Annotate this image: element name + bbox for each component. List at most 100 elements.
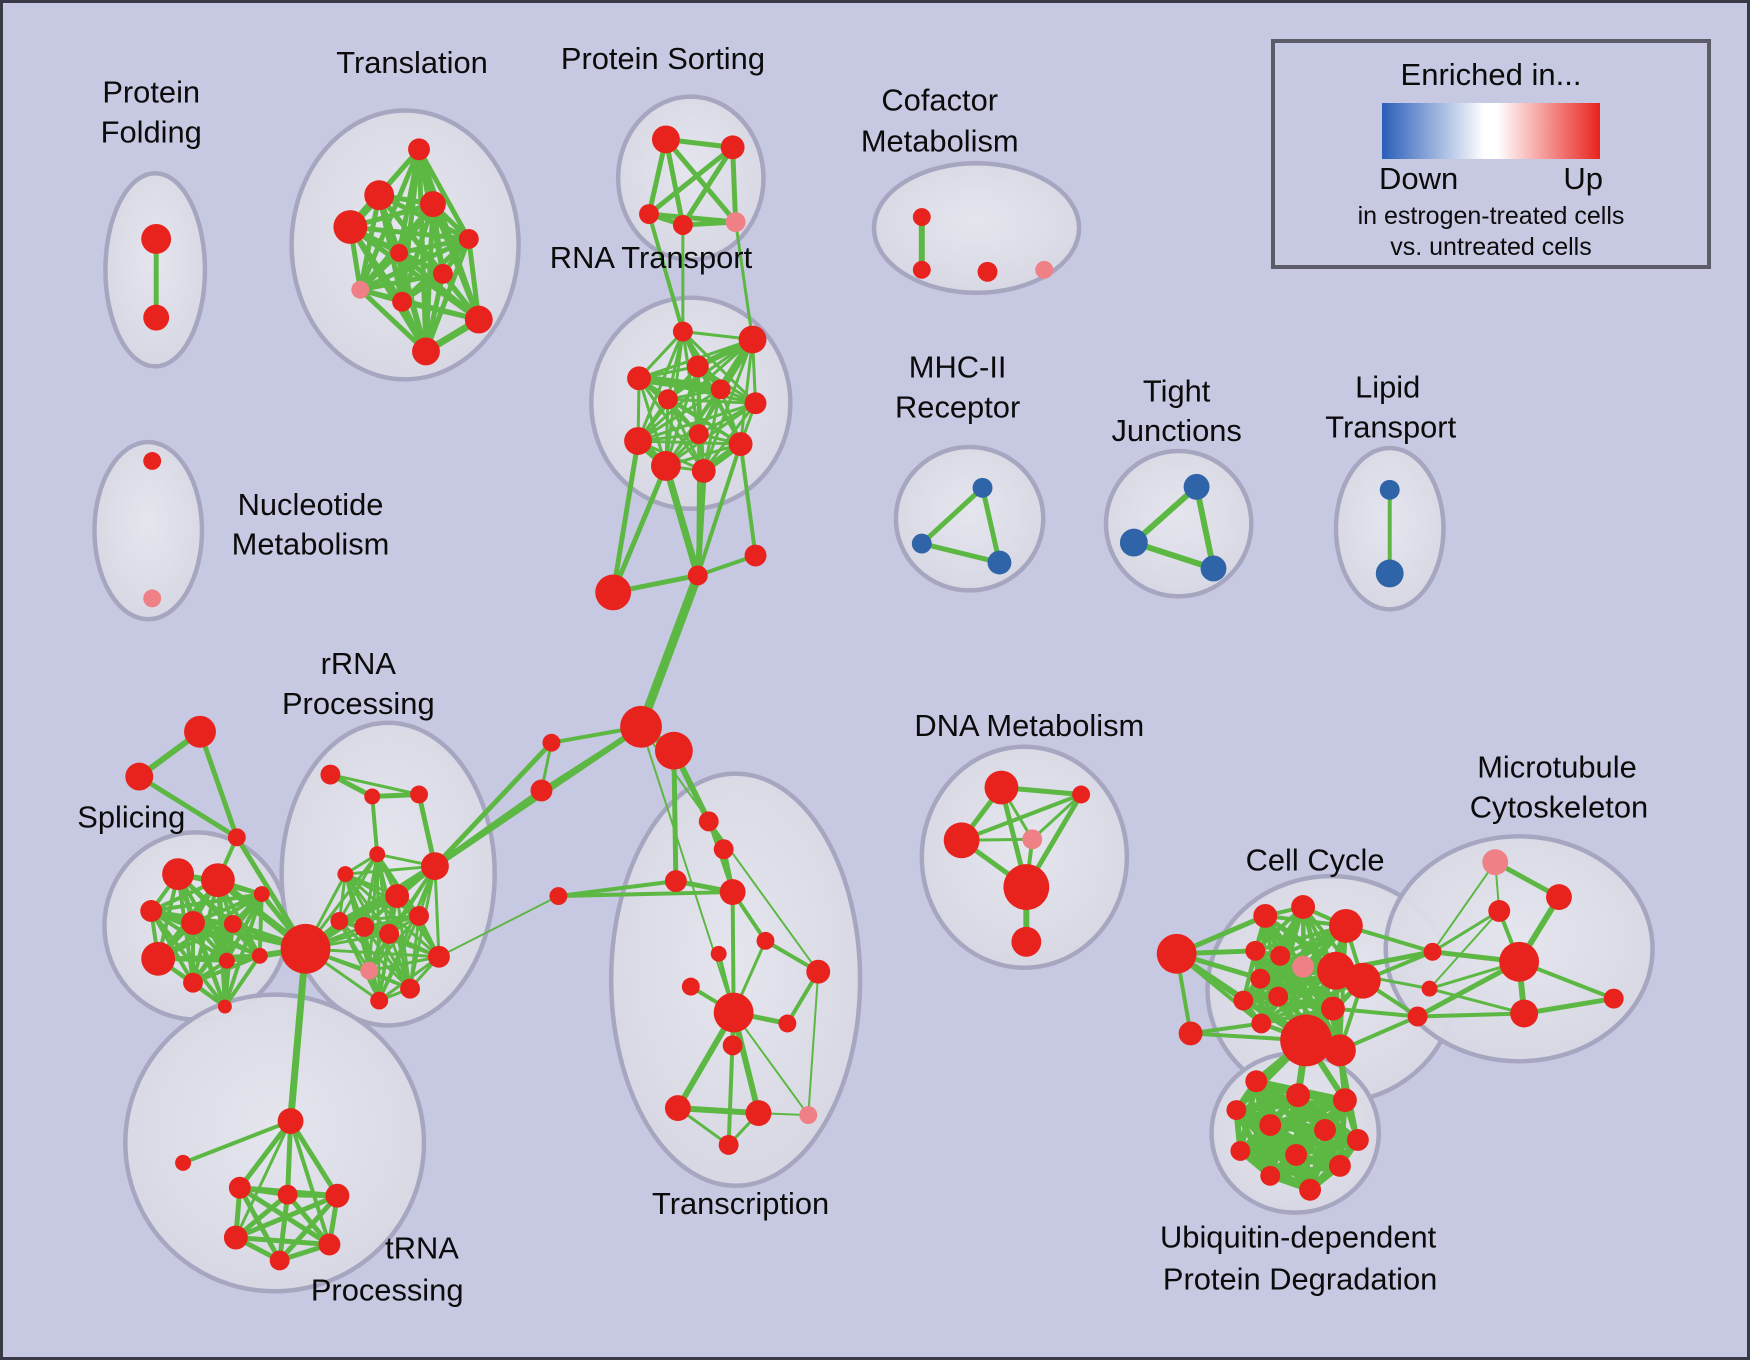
node-b3 bbox=[1407, 1006, 1428, 1027]
edge-rt6-rt12 bbox=[702, 387, 723, 473]
node-r2 bbox=[364, 788, 381, 805]
edge-rt7-rt12 bbox=[702, 401, 758, 473]
node-r15 bbox=[400, 978, 421, 999]
edge-d1-u5 bbox=[288, 1119, 332, 1247]
node-n1 bbox=[143, 452, 162, 470]
legend-gradient-bar bbox=[1382, 103, 1600, 159]
cluster-label-26: Protein Degradation bbox=[1163, 1261, 1437, 1296]
edge-m5-tr3 bbox=[671, 748, 679, 884]
edge-s5-s11 bbox=[191, 920, 227, 1009]
node-ps3 bbox=[639, 204, 659, 225]
node-t2 bbox=[364, 180, 395, 211]
node-s1 bbox=[162, 858, 195, 891]
node-t5 bbox=[458, 228, 479, 249]
node-t4 bbox=[333, 210, 368, 244]
cluster-label-9: MHC-II bbox=[909, 350, 1007, 385]
node-ps2 bbox=[720, 135, 745, 160]
edge-ps2-ps5 bbox=[730, 144, 739, 225]
node-t6 bbox=[390, 243, 409, 262]
node-c13 bbox=[1251, 1013, 1272, 1034]
edge-ps3-rt1 bbox=[647, 212, 685, 334]
edge-s10-s11 bbox=[222, 953, 262, 1009]
node-tr7 bbox=[806, 959, 831, 984]
node-r1 bbox=[320, 764, 341, 785]
node-rt7 bbox=[744, 392, 767, 415]
node-rt8 bbox=[688, 424, 709, 445]
node-mt3 bbox=[1488, 900, 1511, 922]
node-dm1 bbox=[984, 770, 1019, 805]
cluster-ellipse-mhc-ii-receptor bbox=[893, 444, 1046, 593]
edge-t4-t5 bbox=[347, 224, 472, 242]
edge-ps2-ps3 bbox=[646, 144, 736, 217]
node-c1 bbox=[1156, 933, 1197, 974]
node-r14 bbox=[360, 961, 379, 980]
cluster-label-11: Tight bbox=[1143, 373, 1211, 408]
cluster-label-24: Cytoskeleton bbox=[1470, 790, 1648, 825]
node-r3 bbox=[410, 785, 428, 804]
cluster-label-2: Translation bbox=[336, 45, 488, 80]
node-r9 bbox=[409, 905, 429, 926]
edge-d1-u4 bbox=[234, 1119, 293, 1240]
node-u3 bbox=[325, 1183, 350, 1208]
node-n2 bbox=[143, 589, 162, 608]
edge-mh2-mh3 bbox=[919, 541, 1002, 566]
cluster-label-15: Splicing bbox=[77, 800, 185, 835]
node-c3 bbox=[1291, 895, 1316, 919]
node-mh3 bbox=[987, 550, 1012, 575]
node-pf1 bbox=[141, 224, 172, 254]
node-x3 bbox=[227, 828, 246, 847]
node-dm6 bbox=[1011, 926, 1042, 957]
node-m8 bbox=[549, 887, 568, 906]
node-tr15 bbox=[718, 1134, 739, 1155]
edge-rt10-m1 bbox=[695, 442, 743, 578]
edge-s5-s10 bbox=[191, 920, 262, 958]
legend-title: Enriched in... bbox=[1400, 57, 1582, 92]
node-x1 bbox=[184, 715, 216, 748]
node-s9 bbox=[218, 952, 235, 969]
edge-tj2-tj3 bbox=[1130, 539, 1217, 572]
node-r11 bbox=[354, 916, 375, 937]
node-ps1 bbox=[651, 125, 680, 154]
node-r13 bbox=[427, 945, 450, 968]
edge-q3-q4 bbox=[1233, 1097, 1348, 1114]
node-mt6 bbox=[1603, 988, 1624, 1009]
edge-u1-u6 bbox=[237, 1185, 283, 1263]
edge-rt1-rt9 bbox=[636, 330, 685, 443]
edge-rt2-rt12 bbox=[702, 338, 755, 473]
node-u6 bbox=[269, 1250, 290, 1271]
legend-caption: in estrogen-treated cells vs. untreated … bbox=[1275, 201, 1707, 262]
edge-u4-u5 bbox=[233, 1235, 332, 1247]
node-tr6 bbox=[756, 931, 775, 950]
edge-r5-r10 bbox=[337, 852, 379, 923]
node-rt4 bbox=[627, 366, 651, 391]
edge-r7-m6 bbox=[432, 740, 554, 869]
cluster-label-18: tRNA bbox=[385, 1231, 459, 1266]
node-rt2 bbox=[738, 325, 767, 354]
node-tr1 bbox=[698, 811, 719, 832]
node-s6 bbox=[223, 914, 242, 933]
edge-m8-tr4 bbox=[556, 890, 735, 899]
node-q5 bbox=[1259, 1114, 1282, 1136]
node-q3 bbox=[1332, 1088, 1357, 1113]
node-t8 bbox=[351, 280, 370, 299]
edge-u2-u6 bbox=[277, 1192, 291, 1263]
edge-ps2-ps4 bbox=[680, 144, 736, 228]
edge-d1-d2 bbox=[181, 1119, 293, 1165]
cluster-ellipse-cofactor-metabolism bbox=[871, 161, 1082, 295]
edge-r7-m7 bbox=[432, 788, 544, 869]
edge-t7-t8 bbox=[357, 271, 446, 293]
cluster-label-13: Lipid bbox=[1355, 369, 1420, 404]
node-q4 bbox=[1226, 1100, 1247, 1121]
cluster-label-17: Processing bbox=[282, 686, 435, 721]
node-s3 bbox=[253, 886, 270, 903]
node-c17 bbox=[1178, 1021, 1203, 1046]
node-c15 bbox=[1280, 1014, 1332, 1067]
node-t11 bbox=[412, 337, 440, 366]
cluster-label-4: RNA Transport bbox=[550, 240, 753, 275]
node-t1 bbox=[408, 138, 430, 161]
node-dm4 bbox=[1022, 829, 1043, 850]
node-b2 bbox=[1421, 980, 1438, 997]
node-rt1 bbox=[672, 321, 693, 342]
node-rt10 bbox=[728, 432, 753, 456]
